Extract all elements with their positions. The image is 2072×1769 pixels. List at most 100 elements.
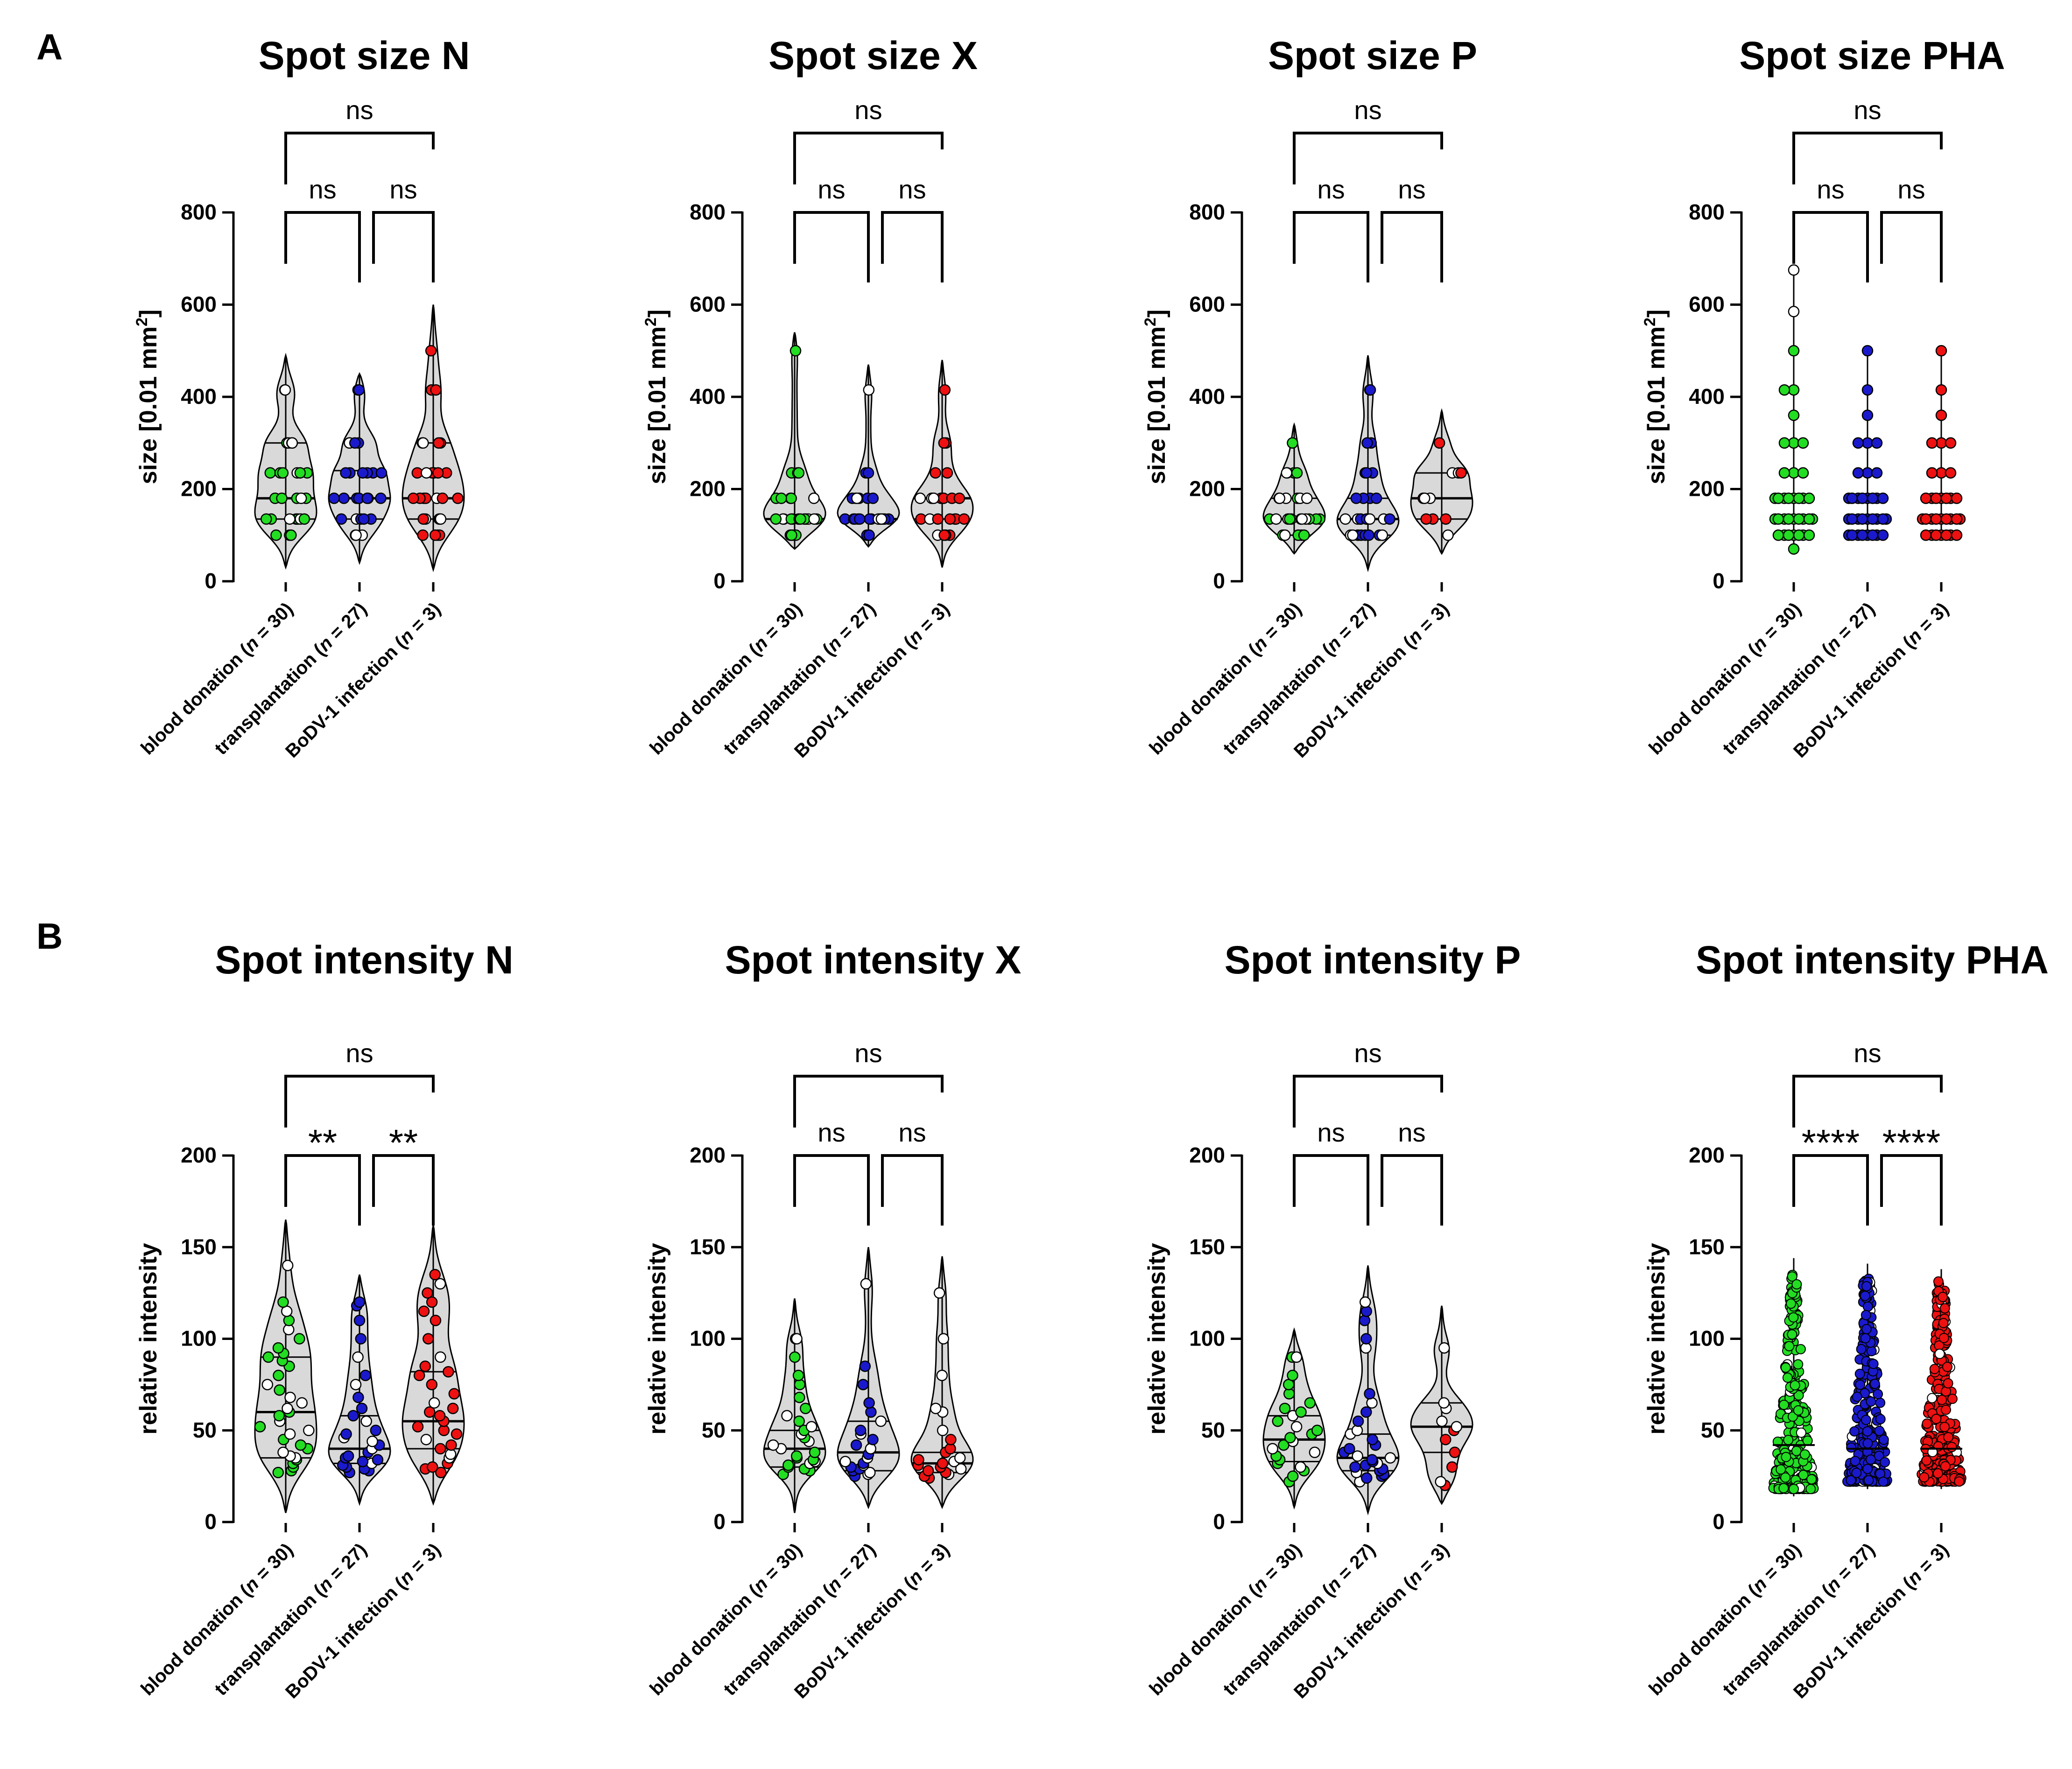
significance-bracket: [284, 211, 361, 282]
data-point: [1451, 1421, 1463, 1433]
data-point: [1364, 1388, 1375, 1400]
chart-6: Spot intensity X 0 50 100 150 200 relative int…: [644, 938, 1021, 1703]
data-point: [1803, 529, 1815, 541]
data-point: [262, 1351, 275, 1363]
data-point: [1935, 345, 1947, 357]
data-point: [1806, 1474, 1817, 1485]
data-point: [1360, 1472, 1373, 1484]
data-point: [1311, 1424, 1323, 1437]
data-point: [342, 1450, 354, 1462]
y-tick-label: 400: [1189, 384, 1225, 409]
data-point: [939, 384, 951, 396]
data-point: [1938, 1318, 1949, 1328]
data-point: [953, 493, 966, 504]
data-point: [428, 1397, 440, 1409]
chart-8: Spot intensity PHA 0 50 100 150 200 relative i…: [1643, 938, 2049, 1703]
data-point: [352, 1391, 364, 1403]
data-point: [1803, 513, 1815, 525]
chart-3: Spot size P 0 200 400 600 800 size [0.01 mm2] b…: [1142, 34, 1477, 762]
data-point: [863, 1397, 875, 1409]
data-point: [1799, 1449, 1810, 1460]
data-point: [1920, 493, 1932, 504]
data-point: [1951, 513, 1963, 525]
x-tick-label: transplantation (n = 27): [719, 599, 880, 759]
data-point: [958, 513, 970, 525]
data-point: [1878, 1434, 1889, 1445]
data-point: [1851, 1467, 1862, 1478]
significance-bracket: [284, 1154, 361, 1226]
data-point: [1279, 1403, 1291, 1414]
significance-bracket: [1381, 1154, 1443, 1226]
data-point: [1802, 1435, 1813, 1446]
significance-label: ns: [1354, 1038, 1381, 1068]
data-point: [791, 1333, 803, 1345]
data-point: [859, 1360, 871, 1372]
data-point: [1295, 1406, 1307, 1418]
x-tick-label: blood donation (n = 30): [137, 1539, 297, 1699]
data-point: [1281, 467, 1293, 479]
data-point: [1795, 1344, 1806, 1354]
data-point: [795, 513, 806, 525]
significance-label: ns: [898, 1118, 926, 1147]
data-point: [277, 1446, 289, 1459]
data-point: [274, 1384, 285, 1396]
x-tick-label: BoDV-1 infection (n = 3): [790, 599, 953, 761]
data-point: [1846, 513, 1858, 525]
significance-bracket: [1792, 1075, 1943, 1128]
data-point: [1788, 345, 1800, 357]
significance-bracket: [1381, 211, 1443, 282]
data-point: [1366, 1454, 1378, 1466]
data-point: [1309, 1446, 1321, 1459]
data-point: [1943, 1432, 1954, 1443]
data-point: [284, 1391, 296, 1403]
data-point: [353, 1296, 366, 1308]
data-point: [272, 1466, 284, 1479]
data-point: [839, 1456, 851, 1467]
data-point: [1778, 467, 1790, 479]
significance-label: ns: [854, 1038, 882, 1068]
data-point: [1296, 513, 1308, 525]
data-point: [1284, 513, 1296, 525]
data-point: [1791, 1445, 1802, 1456]
significance-bracket: [1792, 211, 1869, 282]
data-point: [937, 1458, 949, 1469]
data-point: [1783, 1435, 1794, 1445]
data-point: [1943, 1378, 1953, 1388]
data-point: [286, 437, 298, 449]
data-point: [1449, 1446, 1461, 1459]
y-tick-label: 200: [1189, 477, 1225, 501]
data-point: [863, 529, 875, 541]
data-point: [1301, 493, 1313, 504]
significance-label: ns: [898, 175, 926, 204]
data-point: [1793, 529, 1805, 541]
data-point: [1788, 437, 1800, 449]
data-point: [944, 513, 956, 525]
y-tick-label: 50: [1701, 1418, 1725, 1442]
data-point: [434, 1443, 446, 1455]
significance-bracket: [1792, 1154, 1869, 1226]
data-point: [261, 513, 272, 525]
data-point: [328, 493, 340, 504]
data-point: [1877, 493, 1889, 504]
data-point: [1803, 493, 1815, 504]
data-point: [1861, 437, 1874, 449]
data-point: [867, 1434, 879, 1445]
data-point: [1860, 1333, 1871, 1344]
data-point: [1364, 513, 1376, 525]
significance-label: **: [389, 1122, 418, 1163]
data-point: [340, 1428, 352, 1440]
y-tick-label: 0: [1213, 1509, 1225, 1534]
data-point: [1874, 1425, 1885, 1436]
group-3: [1410, 408, 1473, 555]
significance-bracket: [793, 211, 870, 282]
data-point: [1793, 1359, 1804, 1370]
y-tick-label: 100: [690, 1326, 726, 1351]
y-tick-label: 600: [690, 292, 726, 317]
data-point: [1778, 1483, 1789, 1494]
significance-bracket: [372, 1154, 435, 1226]
y-tick-label: 0: [204, 1509, 217, 1534]
x-tick-label: blood donation (n = 30): [646, 599, 806, 759]
data-point: [375, 467, 388, 479]
significance-label: ns: [309, 175, 336, 204]
data-point: [412, 1421, 424, 1433]
